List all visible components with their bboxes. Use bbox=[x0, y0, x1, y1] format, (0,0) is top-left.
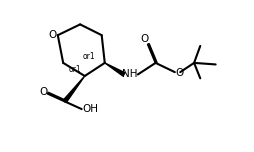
Text: O: O bbox=[40, 87, 48, 97]
Text: or1: or1 bbox=[82, 52, 95, 61]
Text: NH: NH bbox=[122, 69, 138, 79]
Text: O: O bbox=[141, 34, 149, 44]
Text: O: O bbox=[175, 68, 184, 78]
Polygon shape bbox=[105, 63, 125, 76]
Text: O: O bbox=[48, 30, 57, 40]
Text: or1: or1 bbox=[68, 65, 81, 74]
Polygon shape bbox=[63, 76, 85, 103]
Text: OH: OH bbox=[82, 104, 98, 114]
